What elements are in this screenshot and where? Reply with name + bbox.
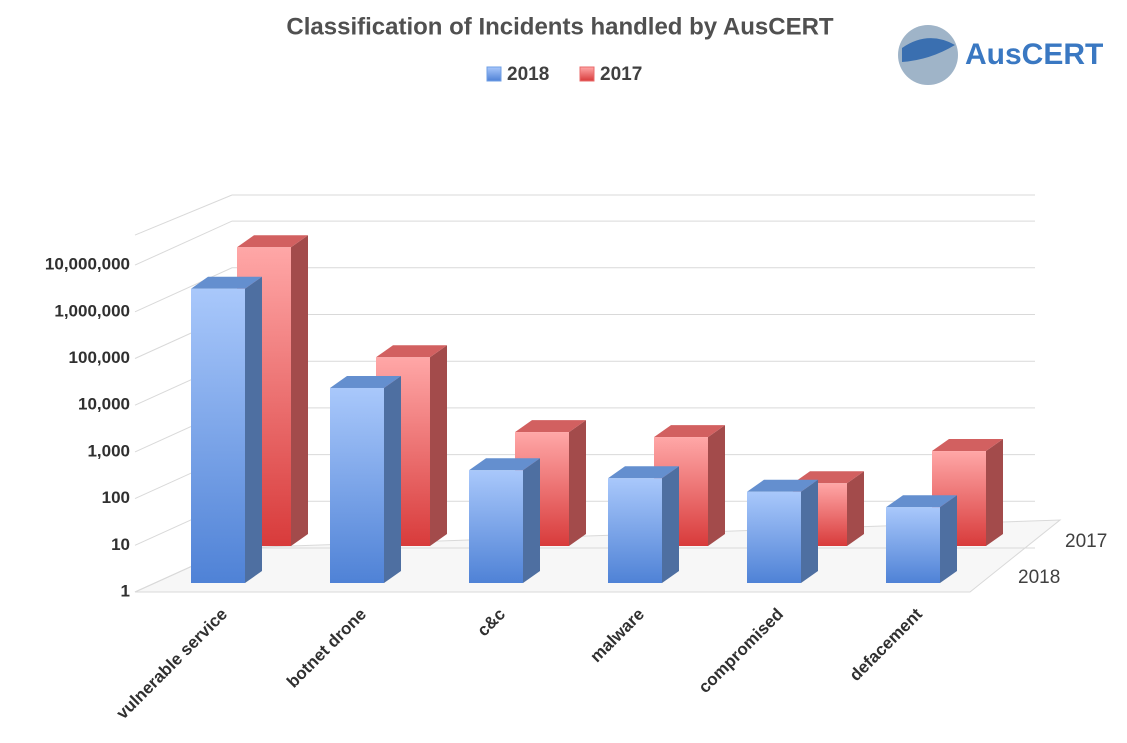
bar-side: [569, 420, 586, 546]
y-tick-label: 1,000,000: [54, 301, 130, 320]
logo-text: AusCERT: [965, 38, 1103, 71]
bar-side: [940, 495, 957, 583]
bar-group: [886, 495, 957, 583]
bar-side: [430, 345, 447, 546]
grid-line: [134, 220, 1035, 266]
y-tick-label: 10,000: [78, 395, 130, 414]
legend-label: 2018: [507, 64, 549, 85]
x-tick-label: malware: [586, 605, 648, 667]
bar: [191, 288, 245, 583]
bar-top: [608, 466, 679, 479]
bar: [886, 507, 940, 583]
y-tick-label: 100,000: [69, 348, 130, 367]
bar-group: [330, 375, 401, 583]
x-tick-label: defacement: [846, 604, 926, 684]
legend-swatch: [579, 66, 595, 82]
bar-top: [654, 425, 725, 438]
bar-side: [708, 425, 725, 546]
legend-label: 2017: [600, 64, 642, 85]
bar-side: [291, 235, 308, 547]
chart-title: Classification of Incidents handled by A…: [286, 13, 834, 40]
x-tick-label: vulnerable service: [113, 605, 231, 723]
bar-side: [662, 466, 679, 583]
bar-side: [986, 439, 1003, 546]
bar: [747, 491, 801, 583]
bar-top: [886, 495, 957, 508]
bar-top: [747, 479, 818, 492]
bar-side: [801, 479, 818, 583]
wall-top: [134, 194, 233, 236]
legend-swatch: [486, 66, 502, 82]
grid-line: [134, 267, 1035, 313]
bar-side: [523, 458, 540, 583]
bar-group: [608, 466, 679, 583]
bar-top: [376, 345, 447, 358]
depth-label: 2017: [1065, 531, 1107, 552]
y-tick-label: 1,000: [87, 441, 130, 460]
y-tick-label: 10,000,000: [45, 255, 130, 274]
bar-top: [237, 235, 308, 248]
bar-top: [330, 375, 401, 388]
bar: [608, 478, 662, 583]
bar-group: [932, 439, 1003, 546]
bar-side: [245, 276, 262, 583]
y-tick-label: 10: [111, 535, 130, 554]
bar-group: [191, 276, 262, 583]
bar-top: [515, 420, 586, 433]
bar-group: [469, 458, 540, 583]
depth-label: 2018: [1018, 567, 1060, 588]
x-tick-label: compromised: [695, 605, 787, 697]
bar-group: [747, 479, 818, 583]
bar-top: [191, 276, 262, 289]
y-tick-label: 1: [121, 581, 130, 600]
logo: AusCERT: [898, 25, 1103, 85]
logo-swoosh: [902, 38, 955, 62]
bar: [469, 470, 523, 583]
x-tick-label: botnet drone: [283, 605, 370, 692]
bar-top: [932, 439, 1003, 452]
bar: [330, 387, 384, 583]
bar-side: [384, 375, 401, 583]
bar-top: [469, 458, 540, 471]
x-tick-label: c&c: [474, 605, 509, 640]
bar-side: [847, 471, 864, 546]
y-tick-label: 100: [102, 488, 130, 507]
